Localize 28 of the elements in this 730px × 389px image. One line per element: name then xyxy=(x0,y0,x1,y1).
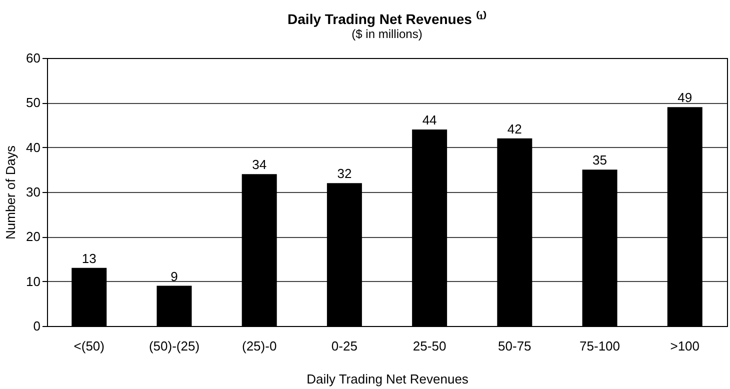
x-tick-label: 25-50 xyxy=(412,338,446,354)
chart-subtitle: ($ in millions) xyxy=(352,27,422,41)
x-tick-label: 0-25 xyxy=(331,338,358,354)
y-tick-label: 60 xyxy=(26,50,40,66)
data-label: 35 xyxy=(592,152,607,168)
x-tick-label: (25)-0 xyxy=(242,338,277,354)
y-tick-label: 50 xyxy=(26,95,40,110)
x-tick-label: >100 xyxy=(670,338,700,354)
x-tick-label: (50)-(25) xyxy=(148,338,200,354)
x-tick-label: 75-100 xyxy=(580,338,620,354)
data-label: 49 xyxy=(678,90,692,106)
y-tick-label: 30 xyxy=(26,184,40,200)
y-tick-label: 40 xyxy=(26,140,40,155)
data-label: 34 xyxy=(252,157,267,172)
data-label: 42 xyxy=(507,121,522,136)
data-label: 13 xyxy=(82,250,96,266)
data-label: 32 xyxy=(337,166,352,182)
y-tick-label: 0 xyxy=(33,318,40,334)
bar xyxy=(156,286,192,326)
data-label: 44 xyxy=(422,112,437,128)
x-axis-title: Daily Trading Net Revenues xyxy=(306,372,469,386)
y-tick-label: 20 xyxy=(26,229,40,244)
y-tick-label: 10 xyxy=(26,274,40,289)
chart-title: Daily Trading Net Revenues ⁽¹⁾ xyxy=(288,11,486,27)
data-label: 9 xyxy=(170,268,178,284)
x-tick-label: <(50) xyxy=(74,338,104,354)
x-tick-label: 50-75 xyxy=(498,338,532,354)
y-axis-title: Number of Days xyxy=(3,145,18,240)
